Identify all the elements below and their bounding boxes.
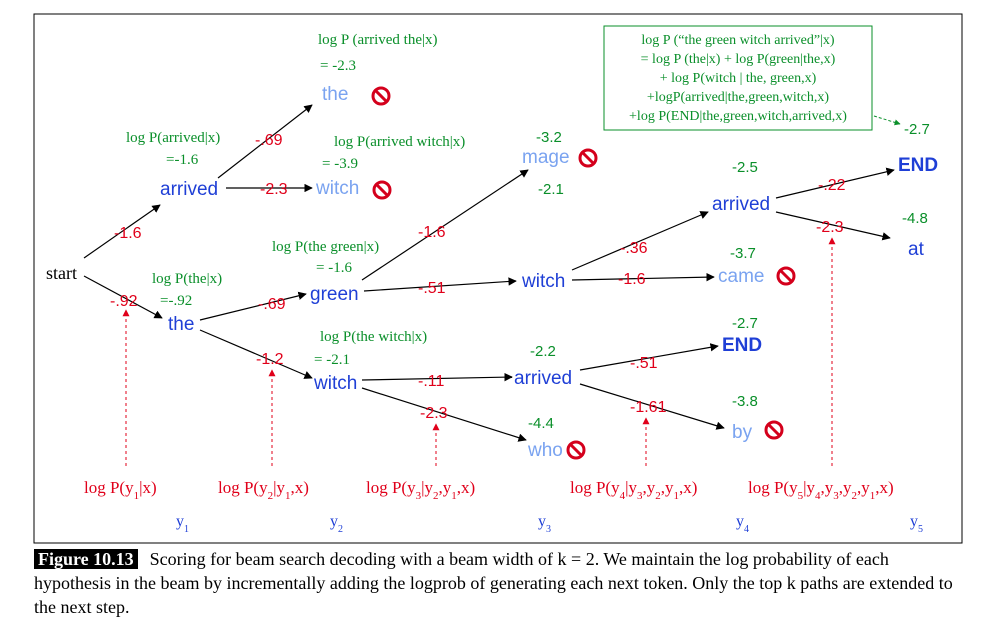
step-label-y3: y3: [538, 513, 551, 535]
label-logp-y4: log P(y4|y3,y2,y1,x): [570, 478, 697, 502]
score-arrived-3: -2.2: [530, 343, 556, 360]
edge-logprob: -1.2: [256, 351, 284, 368]
formula-line: +logP(arrived|the,green,witch,x): [647, 90, 829, 105]
annotation-arrived-the-x-value: = -2.3: [320, 58, 356, 74]
node-witch-2b: witch: [313, 373, 357, 394]
score-arrived-4: -2.5: [732, 159, 758, 176]
annotation-arrived-x: log P(arrived|x): [126, 130, 220, 146]
edge-logprob: -1.6: [618, 271, 646, 288]
edge-logprob: -1.61: [630, 399, 667, 416]
formula-line: + log P(witch | the, green,x): [660, 71, 817, 86]
edge-arrived-by: [579, 383, 725, 430]
edge-arrived-at: [775, 211, 891, 241]
edge-logprob: -2.3: [816, 219, 844, 236]
node-arrived-4: arrived: [712, 194, 770, 215]
annotation-arrived-witch-x-value: = -3.9: [322, 156, 358, 172]
node-by-4-pruned: by: [732, 422, 753, 443]
step-label-y5: y5: [910, 513, 923, 535]
edge-the-green: [199, 291, 307, 321]
score-end-4: -2.7: [732, 315, 758, 332]
diagram-frame: [33, 13, 963, 544]
pruned-icon: [371, 86, 391, 106]
edge-logprob: -2.3: [420, 405, 448, 422]
label-logp-y1: log P(y1|x): [84, 478, 157, 502]
edge-logprob: -.51: [630, 355, 658, 372]
edge-start-the: [83, 275, 163, 319]
node-mage-3-pruned: mage: [522, 147, 570, 168]
pruned-icon: [776, 266, 796, 286]
edge-witch-arrived: [361, 372, 513, 382]
pruned-icon: [372, 180, 392, 200]
label-logp-y2: log P(y2|y1,x): [218, 478, 309, 502]
node-end-4: END: [722, 335, 762, 356]
node-witch-2a-pruned: witch: [315, 178, 359, 199]
edge-arrived-end4: [579, 343, 719, 371]
edge-arrived-the: [217, 104, 313, 179]
annotation-the-x: log P(the|x): [152, 271, 222, 287]
annotation-the-x-value: =-.92: [160, 293, 192, 309]
edge-logprob: -.11: [418, 373, 444, 390]
formula-line: +log P(END|the,green,witch,arrived,x): [629, 109, 847, 124]
score-who: -4.4: [528, 415, 554, 432]
score-by: -3.8: [732, 393, 758, 410]
caption-text: Scoring for beam search decoding with a …: [34, 549, 953, 617]
label-logp-y5: log P(y5|y4,y3,y2,y1,x): [748, 478, 894, 502]
edge-logprob: -.69: [255, 132, 283, 149]
beam-search-diagram: start arrived the the witch green witch …: [33, 13, 963, 544]
pruned-icon: [764, 420, 784, 440]
edge-witch-who: [361, 387, 527, 442]
pruned-icon: [578, 148, 598, 168]
node-the-2-pruned: the: [322, 84, 348, 105]
edge-logprob: -2.3: [260, 181, 288, 198]
formula-box: [603, 25, 873, 131]
edge-witch-arrived4: [571, 211, 709, 271]
annotation-the-green-x-value: = -1.6: [316, 260, 352, 276]
node-the-1: the: [168, 314, 194, 335]
edge-witch-came: [571, 272, 715, 282]
score-came: -3.7: [730, 245, 756, 262]
edge-logprob: -.22: [818, 177, 846, 194]
formula-line: log P (“the green witch arrived”|x): [641, 33, 834, 48]
annotation-arrived-witch-x: log P(arrived witch|x): [334, 134, 465, 150]
step-label-y4: y4: [736, 513, 749, 535]
edge-green-mage: [361, 169, 529, 281]
step-label-y2: y2: [330, 513, 343, 535]
node-arrived-3: arrived: [514, 368, 572, 389]
score-at: -4.8: [902, 210, 928, 227]
figure-label: Figure 10.13: [34, 549, 138, 569]
annotation-arrived-x-value: =-1.6: [166, 152, 199, 168]
edge-logprob: -.69: [258, 296, 286, 313]
formula-pointer: [873, 115, 901, 126]
edge-the-witch: [199, 329, 313, 379]
node-witch-3: witch: [521, 271, 565, 292]
node-at-5: at: [908, 239, 925, 260]
edge-logprob: -1.6: [114, 225, 142, 242]
node-green-2: green: [310, 284, 359, 305]
edge-logprob: -1.6: [418, 224, 446, 241]
edge-start-arrived: [83, 204, 161, 259]
node-end-5: END: [898, 155, 938, 176]
pruned-icon: [566, 440, 586, 460]
edge-logprob: -.36: [620, 240, 648, 257]
score-mage: -3.2: [536, 129, 562, 146]
node-start: start: [46, 263, 77, 283]
node-who-3-pruned: who: [527, 440, 563, 461]
node-came-4-pruned: came: [718, 266, 764, 287]
annotation-the-green-x: log P(the green|x): [272, 239, 379, 255]
step-label-y1: y1: [176, 513, 189, 535]
annotation-the-witch-x: log P(the witch|x): [320, 329, 427, 345]
formula-line: = log P (the|x) + log P(green|the,x): [641, 52, 836, 67]
edge-logprob: -.92: [110, 293, 138, 310]
node-arrived-1: arrived: [160, 179, 218, 200]
annotation-arrived-the-x: log P (arrived the|x): [318, 32, 438, 48]
score-end-5: -2.7: [904, 121, 930, 138]
edge-arrived-end5: [775, 167, 895, 199]
annotation-the-witch-x-value: = -2.1: [314, 352, 350, 368]
edge-logprob: -.51: [418, 280, 446, 297]
label-logp-y3: log P(y3|y2,y1,x): [366, 478, 475, 502]
edge-green-witch: [363, 277, 517, 292]
figure-caption: Figure 10.13 Scoring for beam search deco…: [34, 547, 964, 619]
score-witch-3: -2.1: [538, 181, 564, 198]
